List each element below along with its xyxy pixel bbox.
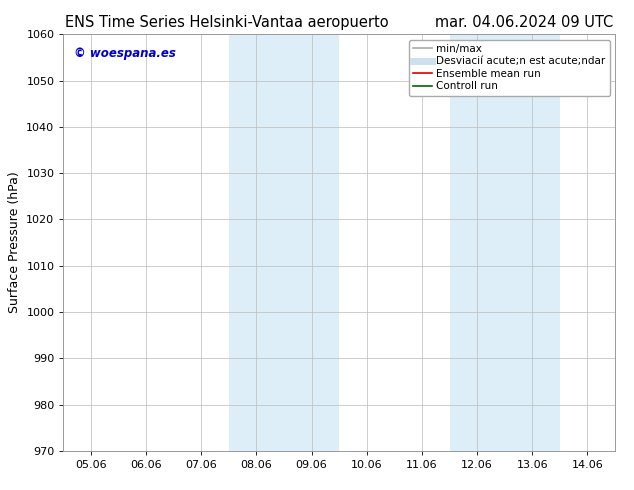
Y-axis label: Surface Pressure (hPa): Surface Pressure (hPa) bbox=[8, 172, 21, 314]
Title: ENS Time Series Helsinki-Vantaa aeropuerto          mar. 04.06.2024 09 UTC: ENS Time Series Helsinki-Vantaa aeropuer… bbox=[65, 15, 613, 30]
Bar bbox=[229, 34, 339, 451]
Text: © woespana.es: © woespana.es bbox=[74, 47, 176, 60]
Bar bbox=[450, 34, 560, 451]
Legend: min/max, Desviacií acute;n est acute;ndar, Ensemble mean run, Controll run: min/max, Desviacií acute;n est acute;nda… bbox=[410, 40, 610, 96]
